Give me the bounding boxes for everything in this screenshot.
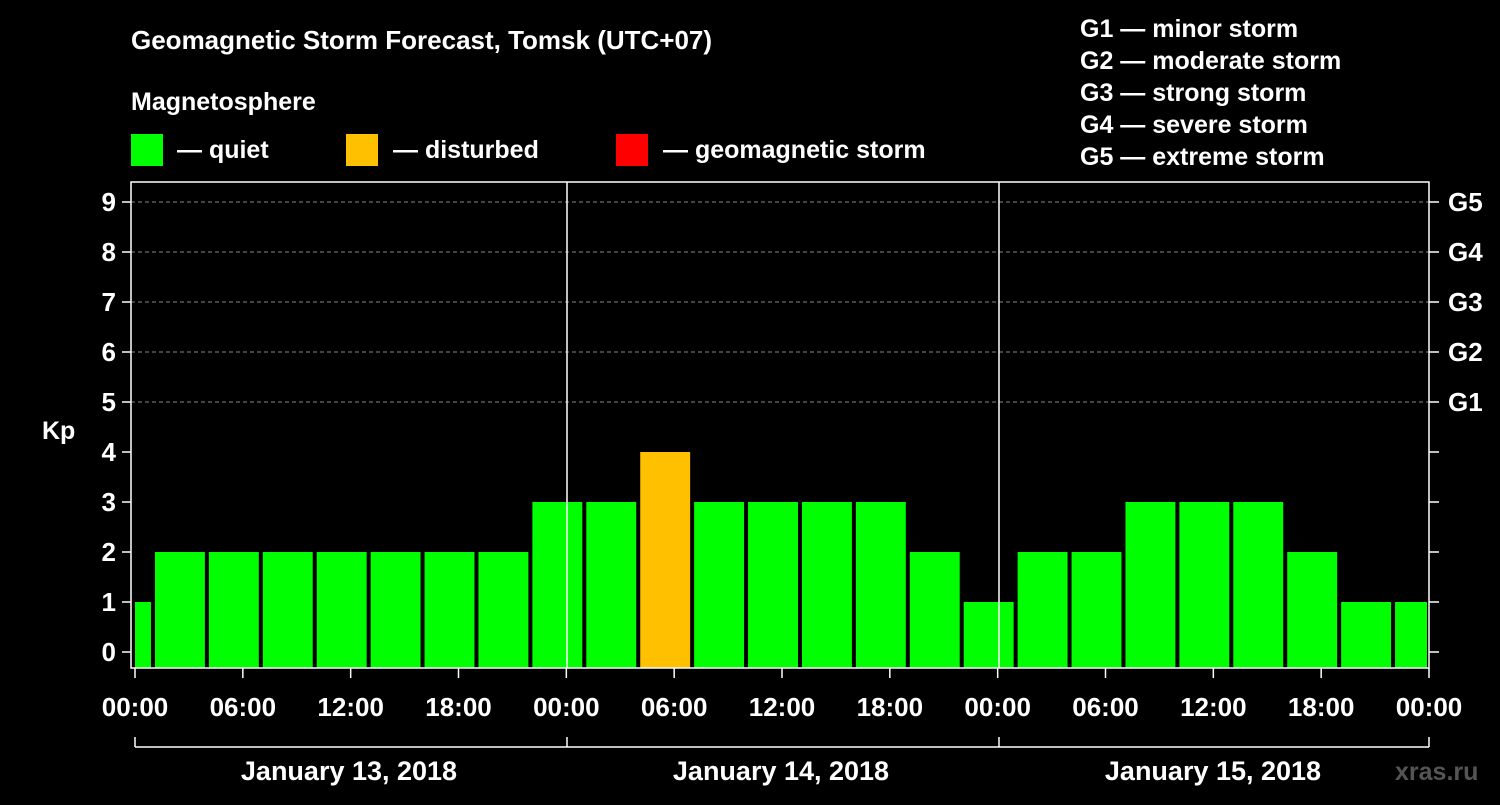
kp-bar xyxy=(154,552,205,668)
y-tick-label: 5 xyxy=(102,387,116,417)
kp-bar xyxy=(1125,502,1176,668)
x-axis: 00:00 06:00 12:00 18:00 00:00 06:00 12:00 18:00… xyxy=(102,668,1463,722)
legend-label-storm: — geomagnetic storm xyxy=(663,136,926,164)
kp-bar xyxy=(909,552,960,668)
legend-heading: Magnetosphere xyxy=(131,88,316,116)
legend-label-quiet: — quiet xyxy=(177,136,269,164)
kp-bar xyxy=(801,502,852,668)
x-tick-label: 00:00 xyxy=(102,692,169,722)
kp-bar xyxy=(208,552,259,668)
kp-bar xyxy=(135,602,151,668)
day-label-2: January 14, 2018 xyxy=(673,756,889,786)
kp-bar xyxy=(424,552,475,668)
day-label-3: January 15, 2018 xyxy=(1105,756,1321,786)
y-tick-label: 3 xyxy=(102,487,116,517)
kp-bar xyxy=(1341,602,1392,668)
g-scale-label: G3 xyxy=(1448,287,1483,317)
scale-legend-g2: G2 — moderate storm xyxy=(1080,47,1341,75)
kp-bar xyxy=(748,502,798,668)
y-axis-left: 0 1 2 3 4 5 6 7 8 9 xyxy=(102,187,131,667)
bars xyxy=(135,452,1427,668)
x-tick-label: 18:00 xyxy=(425,692,492,722)
y-tick-label: 2 xyxy=(102,537,116,567)
y-tick-label: 1 xyxy=(102,587,116,617)
y-axis-right: G1 G2 G3 G4 G5 xyxy=(1429,187,1483,653)
g-scale-label: G5 xyxy=(1448,187,1483,217)
kp-bar xyxy=(532,502,583,668)
y-tick-label: 7 xyxy=(102,287,116,317)
x-tick-label: 06:00 xyxy=(210,692,277,722)
y-tick-label: 4 xyxy=(102,437,117,467)
x-tick-label: 12:00 xyxy=(317,692,384,722)
g-scale-label: G1 xyxy=(1448,387,1483,417)
x-tick-label: 12:00 xyxy=(1180,692,1247,722)
kp-bar xyxy=(1179,502,1230,668)
scale-legend-g1: G1 — minor storm xyxy=(1080,15,1298,43)
legend-swatch-storm xyxy=(616,134,648,166)
scale-legend-g5: G5 — extreme storm xyxy=(1080,143,1325,171)
kp-bar xyxy=(586,502,637,668)
kp-bar xyxy=(262,552,313,668)
watermark: xras.ru xyxy=(1395,758,1478,786)
scale-legend-g4: G4 — severe storm xyxy=(1080,111,1308,139)
kp-bar xyxy=(1017,552,1068,668)
kp-bar xyxy=(478,552,529,668)
kp-bar xyxy=(1071,552,1122,668)
legend-swatch-disturbed xyxy=(346,134,378,166)
chart-title: Geomagnetic Storm Forecast, Tomsk (UTC+0… xyxy=(131,25,712,55)
day-label-1: January 13, 2018 xyxy=(241,756,457,786)
x-tick-label: 00:00 xyxy=(533,692,600,722)
kp-bar xyxy=(855,502,906,668)
y-tick-label: 6 xyxy=(102,337,116,367)
legend-swatch-quiet xyxy=(131,134,163,166)
x-tick-label: 18:00 xyxy=(1288,692,1355,722)
x-tick-label: 06:00 xyxy=(641,692,708,722)
kp-bar xyxy=(963,602,1014,668)
kp-bar xyxy=(1233,502,1284,668)
y-axis-label: Kp xyxy=(42,417,75,445)
day-bracket xyxy=(134,737,1430,748)
kp-bar xyxy=(1287,552,1338,668)
y-tick-label: 0 xyxy=(102,637,116,667)
y-tick-label: 8 xyxy=(102,237,116,267)
scale-legend-g3: G3 — strong storm xyxy=(1080,79,1306,107)
kp-bar xyxy=(1395,602,1427,668)
x-tick-label: 18:00 xyxy=(857,692,924,722)
plot-frame xyxy=(130,181,1430,669)
x-tick-label: 00:00 xyxy=(964,692,1031,722)
kp-bar xyxy=(640,452,691,668)
kp-bar xyxy=(694,502,745,668)
grid-lines xyxy=(131,201,1429,403)
g-scale-label: G4 xyxy=(1448,237,1483,267)
g-scale-label: G2 xyxy=(1448,337,1483,367)
x-tick-label: 00:00 xyxy=(1396,692,1463,722)
legend-label-disturbed: — disturbed xyxy=(393,136,539,164)
y-tick-label: 9 xyxy=(102,187,116,217)
kp-bar xyxy=(316,552,367,668)
x-tick-label: 12:00 xyxy=(749,692,816,722)
kp-bar xyxy=(370,552,421,668)
x-tick-label: 06:00 xyxy=(1072,692,1139,722)
